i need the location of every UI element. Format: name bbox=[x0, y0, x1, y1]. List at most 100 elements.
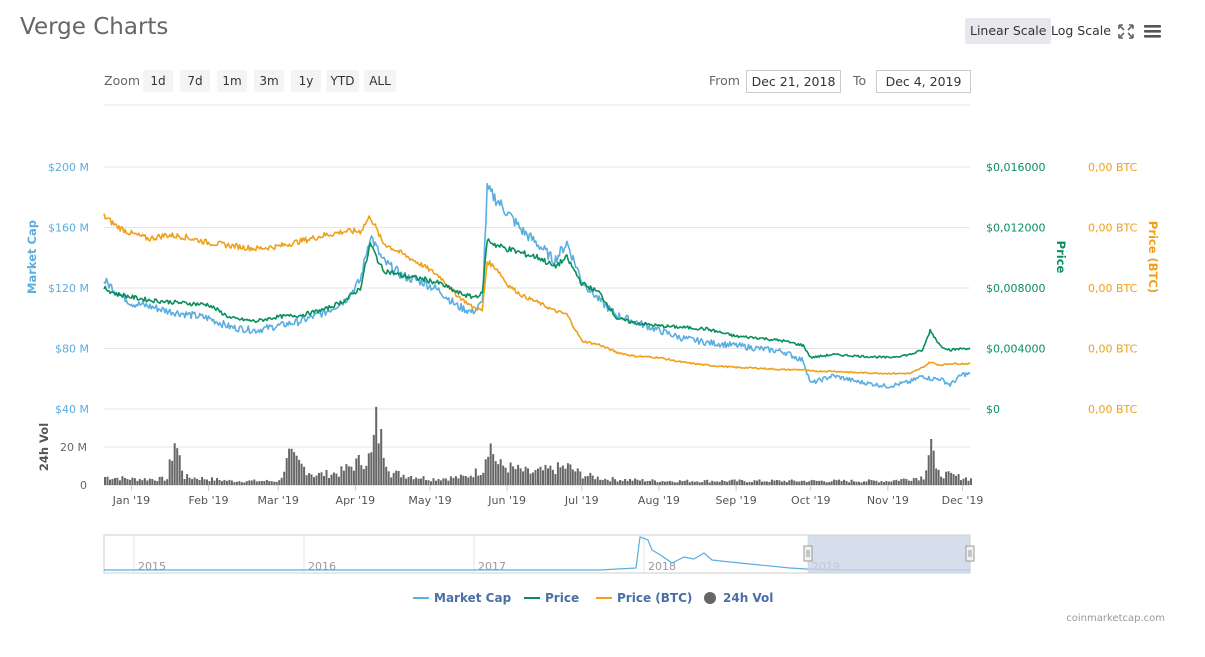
volume-bar bbox=[925, 470, 928, 485]
volume-bar bbox=[308, 473, 311, 485]
zoom-3m-button[interactable]: 3m bbox=[254, 70, 284, 92]
volume-bar bbox=[116, 477, 119, 485]
volume-bar bbox=[711, 480, 714, 485]
navigator-selection[interactable] bbox=[808, 535, 970, 573]
x-axis-tick-label: Feb '19 bbox=[189, 494, 229, 507]
volume-bar bbox=[606, 479, 609, 485]
navigator-left-handle[interactable] bbox=[803, 545, 813, 562]
volume-bar bbox=[738, 479, 741, 485]
volume-bar bbox=[815, 480, 818, 485]
volume-bar bbox=[395, 470, 398, 485]
volume-bar bbox=[706, 479, 709, 485]
volume-bar bbox=[243, 482, 246, 485]
volume-bar bbox=[412, 479, 415, 485]
volume-bar bbox=[509, 462, 512, 485]
volume-bar bbox=[295, 455, 298, 485]
volume-bar bbox=[323, 476, 325, 485]
volume-bar bbox=[721, 480, 724, 485]
volume-bar bbox=[288, 448, 291, 485]
volume-bar bbox=[213, 480, 216, 485]
volume-bar bbox=[285, 458, 288, 485]
volume-bar bbox=[853, 481, 855, 485]
volume-bar bbox=[437, 479, 440, 485]
volume-bar bbox=[494, 461, 497, 485]
volume-bar bbox=[258, 481, 261, 485]
volume-bar bbox=[698, 482, 701, 485]
volume-bar bbox=[392, 472, 395, 485]
volume-bar bbox=[342, 470, 345, 485]
volume-bar bbox=[148, 478, 151, 485]
volume-bar bbox=[143, 478, 146, 485]
volume-bar bbox=[397, 471, 400, 485]
volume-bar bbox=[912, 478, 915, 485]
navigator-right-handle[interactable] bbox=[965, 545, 975, 562]
volume-bar bbox=[872, 480, 875, 485]
zoom-7d-button[interactable]: 7d bbox=[180, 70, 210, 92]
volume-bar bbox=[865, 481, 868, 485]
legend-item[interactable]: Market Cap bbox=[413, 591, 512, 605]
volume-bar bbox=[238, 481, 241, 485]
volume-bar bbox=[151, 479, 154, 485]
volume-bar bbox=[778, 480, 781, 485]
to-date-input[interactable]: Dec 4, 2019 bbox=[876, 70, 971, 93]
linear-scale-button[interactable]: Linear Scale bbox=[965, 18, 1052, 44]
volume-bar bbox=[900, 479, 903, 485]
volume-bar bbox=[882, 482, 885, 485]
left-axis-tick-label: $160 M bbox=[48, 222, 89, 235]
volume-bar bbox=[208, 481, 211, 485]
volume-bar bbox=[661, 481, 664, 485]
legend-item[interactable]: 24h Vol bbox=[704, 591, 773, 605]
log-scale-button[interactable]: Log Scale bbox=[1051, 23, 1111, 38]
volume-bar bbox=[566, 463, 569, 485]
volume-bar bbox=[330, 474, 333, 485]
zoom-ytd-button[interactable]: YTD bbox=[326, 70, 359, 92]
volume-bar bbox=[683, 480, 686, 485]
volume-bar bbox=[387, 471, 390, 485]
volume-bar bbox=[868, 479, 870, 485]
volume-bar bbox=[524, 466, 527, 485]
volume-bar bbox=[651, 479, 654, 485]
volume-bar bbox=[870, 480, 873, 485]
market-cap-line bbox=[103, 182, 971, 389]
from-date-input[interactable]: Dec 21, 2018 bbox=[746, 70, 841, 93]
volume-bar bbox=[840, 481, 843, 485]
volume-bar bbox=[482, 472, 485, 485]
x-axis-tick-label: Aug '19 bbox=[638, 494, 680, 507]
volume-bar bbox=[186, 474, 189, 485]
x-axis-tick-label: Apr '19 bbox=[336, 494, 376, 507]
left-axis-title: Market Cap bbox=[25, 220, 39, 294]
volume-bar bbox=[703, 480, 706, 485]
volume-bar bbox=[644, 481, 646, 485]
volume-bar bbox=[168, 459, 171, 485]
volume-bar bbox=[454, 476, 457, 485]
menu-icon[interactable] bbox=[1142, 20, 1162, 42]
x-axis-tick-label: Jan '19 bbox=[112, 494, 150, 507]
legend-item[interactable]: Price (BTC) bbox=[596, 591, 692, 605]
volume-bar bbox=[631, 480, 634, 485]
navigator-year-label: 2017 bbox=[478, 560, 506, 573]
legend-item[interactable]: Price bbox=[524, 591, 579, 605]
volume-bar bbox=[380, 429, 383, 485]
volume-bar bbox=[561, 465, 564, 485]
x-axis-tick-label: Oct '19 bbox=[791, 494, 831, 507]
zoom-1m-button[interactable]: 1m bbox=[217, 70, 247, 92]
zoom-1d-button[interactable]: 1d bbox=[143, 70, 173, 92]
volume-bar bbox=[713, 481, 716, 485]
volume-bar bbox=[183, 479, 186, 485]
volume-bar bbox=[733, 479, 736, 485]
left-axis-tick-label: $40 M bbox=[55, 403, 89, 416]
volume-bar bbox=[253, 479, 256, 485]
zoom-label: Zoom bbox=[104, 73, 141, 88]
credit-link[interactable]: coinmarketcap.com bbox=[1066, 613, 1165, 624]
volume-bar bbox=[835, 480, 838, 485]
volume-bar bbox=[211, 477, 213, 485]
fullscreen-icon[interactable] bbox=[1116, 20, 1136, 42]
volume-bar bbox=[927, 455, 930, 485]
volume-bar bbox=[743, 481, 746, 485]
volume-bar bbox=[726, 481, 729, 485]
volume-bar bbox=[527, 468, 529, 485]
volume-bar bbox=[601, 480, 604, 485]
volume-bar bbox=[960, 480, 962, 485]
zoom-all-button[interactable]: ALL bbox=[364, 70, 396, 92]
zoom-1y-button[interactable]: 1y bbox=[291, 70, 321, 92]
